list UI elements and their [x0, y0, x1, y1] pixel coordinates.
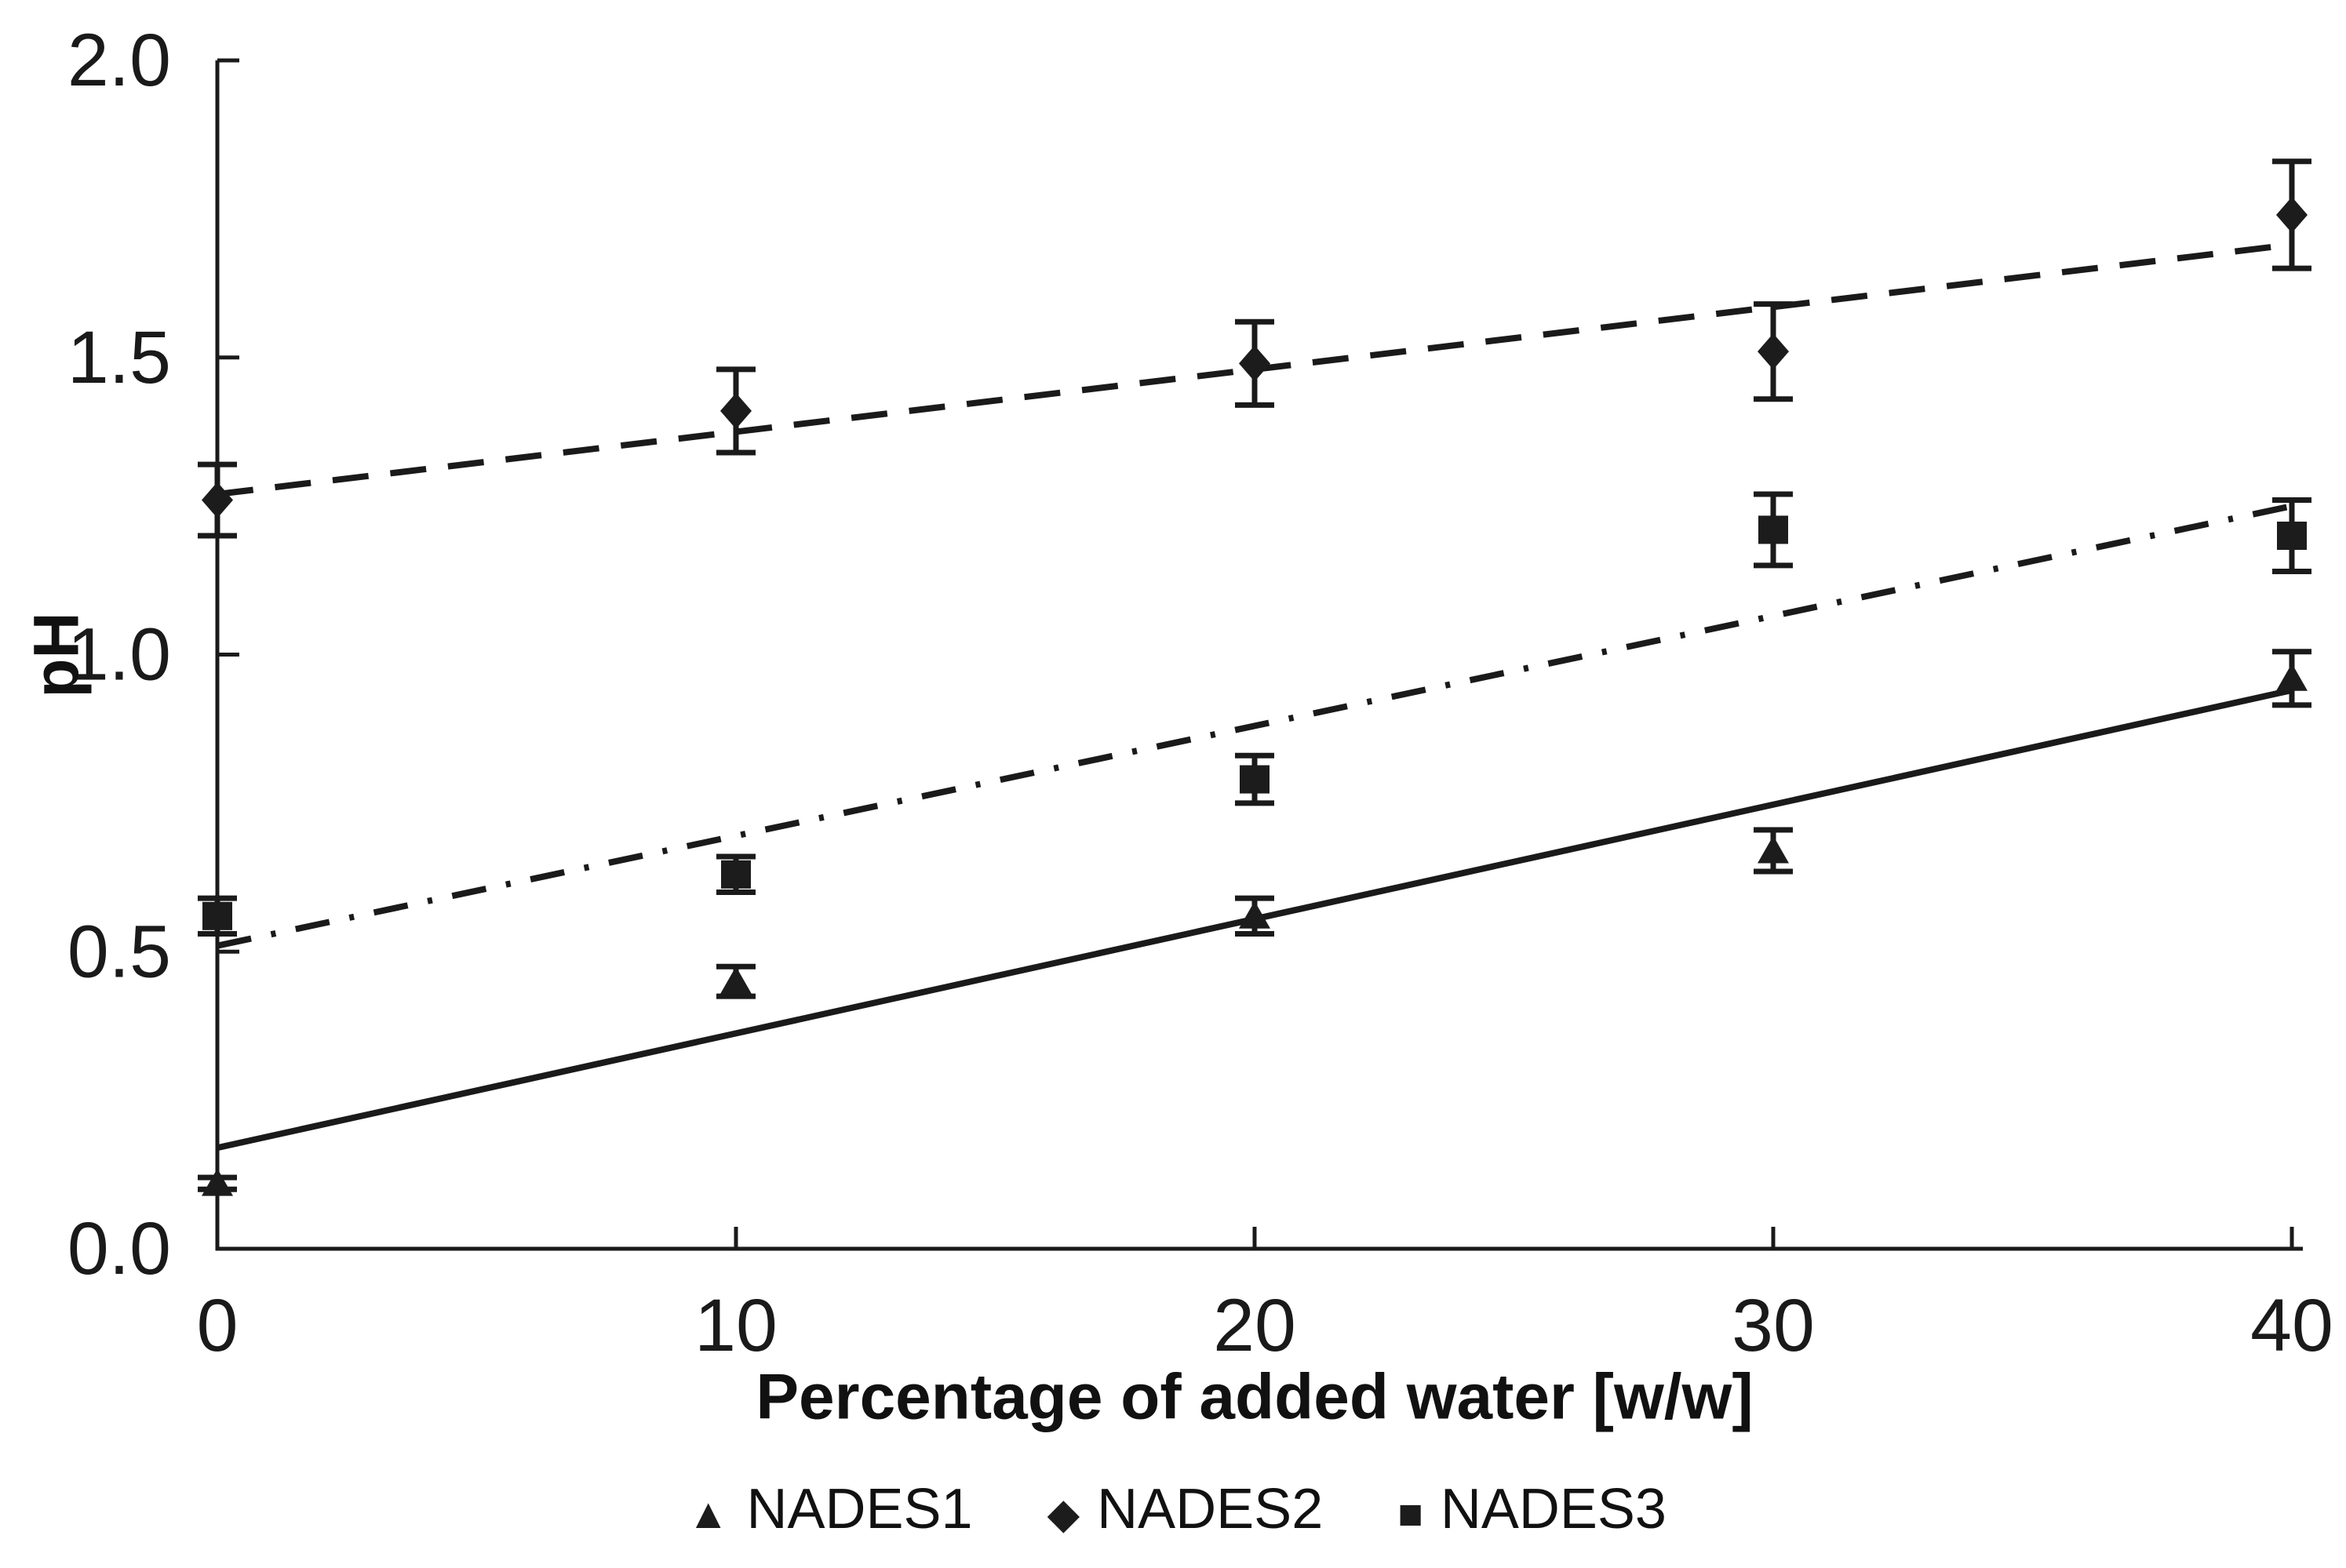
marker-triangle — [1239, 900, 1270, 929]
marker-diamond — [720, 392, 752, 429]
x-tick-label: 10 — [694, 1284, 778, 1367]
data-series-layer — [198, 158, 2311, 1196]
y-tick-label: 0.0 — [67, 1207, 171, 1290]
axes-layer: 0.0 0.5 1.0 1.5 2.0 0 10 20 30 40 — [67, 19, 2333, 1367]
trendline-nades3 — [217, 503, 2293, 949]
legend-marker-diamond-icon: ◆ — [1047, 1490, 1080, 1537]
marker-square — [2277, 522, 2307, 550]
marker-square — [721, 860, 751, 889]
marker-square — [202, 901, 232, 930]
marker-diamond — [202, 482, 233, 518]
y-axis-title: pH — [21, 612, 93, 697]
x-tick-label: 30 — [1732, 1284, 1815, 1367]
legend-row: ▲ NADES1 ◆ NADES2 ■ NADES3 — [687, 1478, 1667, 1541]
marker-triangle — [720, 966, 752, 995]
y-tick-label: 2.0 — [67, 19, 171, 102]
y-tick-label: 1.5 — [67, 316, 171, 399]
marker-triangle — [202, 1168, 233, 1196]
legend-label-nades1: NADES1 — [746, 1478, 972, 1541]
series-nades2 — [198, 158, 2311, 539]
legend-label-nades3: NADES3 — [1441, 1478, 1667, 1541]
marker-diamond — [1758, 333, 1789, 370]
legend-label-nades2: NADES2 — [1097, 1478, 1323, 1541]
marker-square — [1758, 515, 1788, 544]
legend-marker-triangle-icon: ▲ — [687, 1490, 729, 1537]
y-tick-label: 0.5 — [67, 910, 171, 993]
x-tick-label: 20 — [1213, 1284, 1296, 1367]
series-nades3 — [198, 491, 2311, 937]
marker-diamond — [2276, 196, 2308, 233]
x-tick-label: 0 — [197, 1284, 239, 1367]
legend: ▲ NADES1 ◆ NADES2 ■ NADES3 — [687, 1478, 1667, 1541]
axis-spines — [215, 60, 2303, 1251]
x-tick-label: 40 — [2250, 1284, 2333, 1367]
marker-diamond — [1239, 345, 1270, 382]
series-nades1 — [198, 649, 2311, 1196]
x-axis-title: Percentage of added water [w/w] — [756, 1362, 1753, 1433]
marker-square — [1240, 765, 1270, 794]
y-tick-label: 1.0 — [67, 613, 171, 697]
legend-marker-square-icon: ■ — [1397, 1490, 1423, 1537]
marker-triangle — [1758, 835, 1789, 864]
marker-triangle — [2276, 663, 2308, 691]
